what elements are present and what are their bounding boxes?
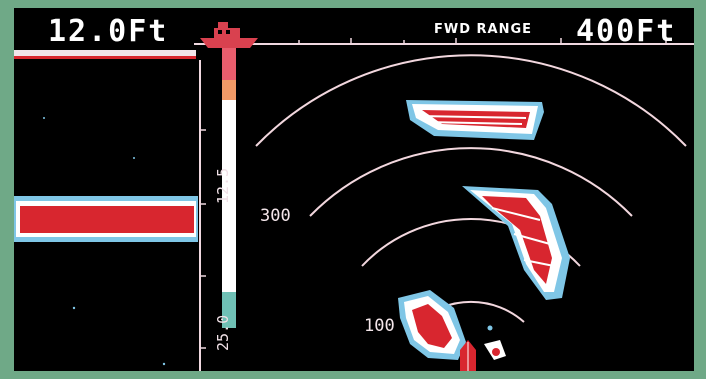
sonar-echo-middle bbox=[462, 186, 570, 300]
sonar-screen: 12.0Ft FWD RANGE 400Ft 12.5 25.0 300 100 bbox=[14, 8, 694, 371]
depth-readout: 12.0Ft bbox=[48, 14, 169, 49]
sonar-echo-bottom bbox=[398, 290, 506, 360]
range-readout: 400Ft bbox=[576, 14, 677, 49]
range-ring-label-100: 100 bbox=[364, 316, 395, 336]
sonar-echo-top bbox=[406, 100, 544, 140]
scale-label-bottom: 25.0 bbox=[214, 314, 232, 351]
transducer-icon bbox=[460, 340, 476, 371]
color-scale-bar bbox=[199, 48, 236, 371]
scale-label-mid: 12.5 bbox=[214, 167, 232, 204]
boat-icon bbox=[200, 22, 258, 48]
range-ring-label-300: 300 bbox=[260, 206, 291, 226]
depth-history bbox=[14, 50, 198, 366]
sonar-display bbox=[14, 22, 694, 371]
range-ring-400 bbox=[255, 54, 687, 147]
range-ring-300 bbox=[309, 147, 633, 217]
fwd-range-label: FWD RANGE bbox=[434, 22, 533, 37]
